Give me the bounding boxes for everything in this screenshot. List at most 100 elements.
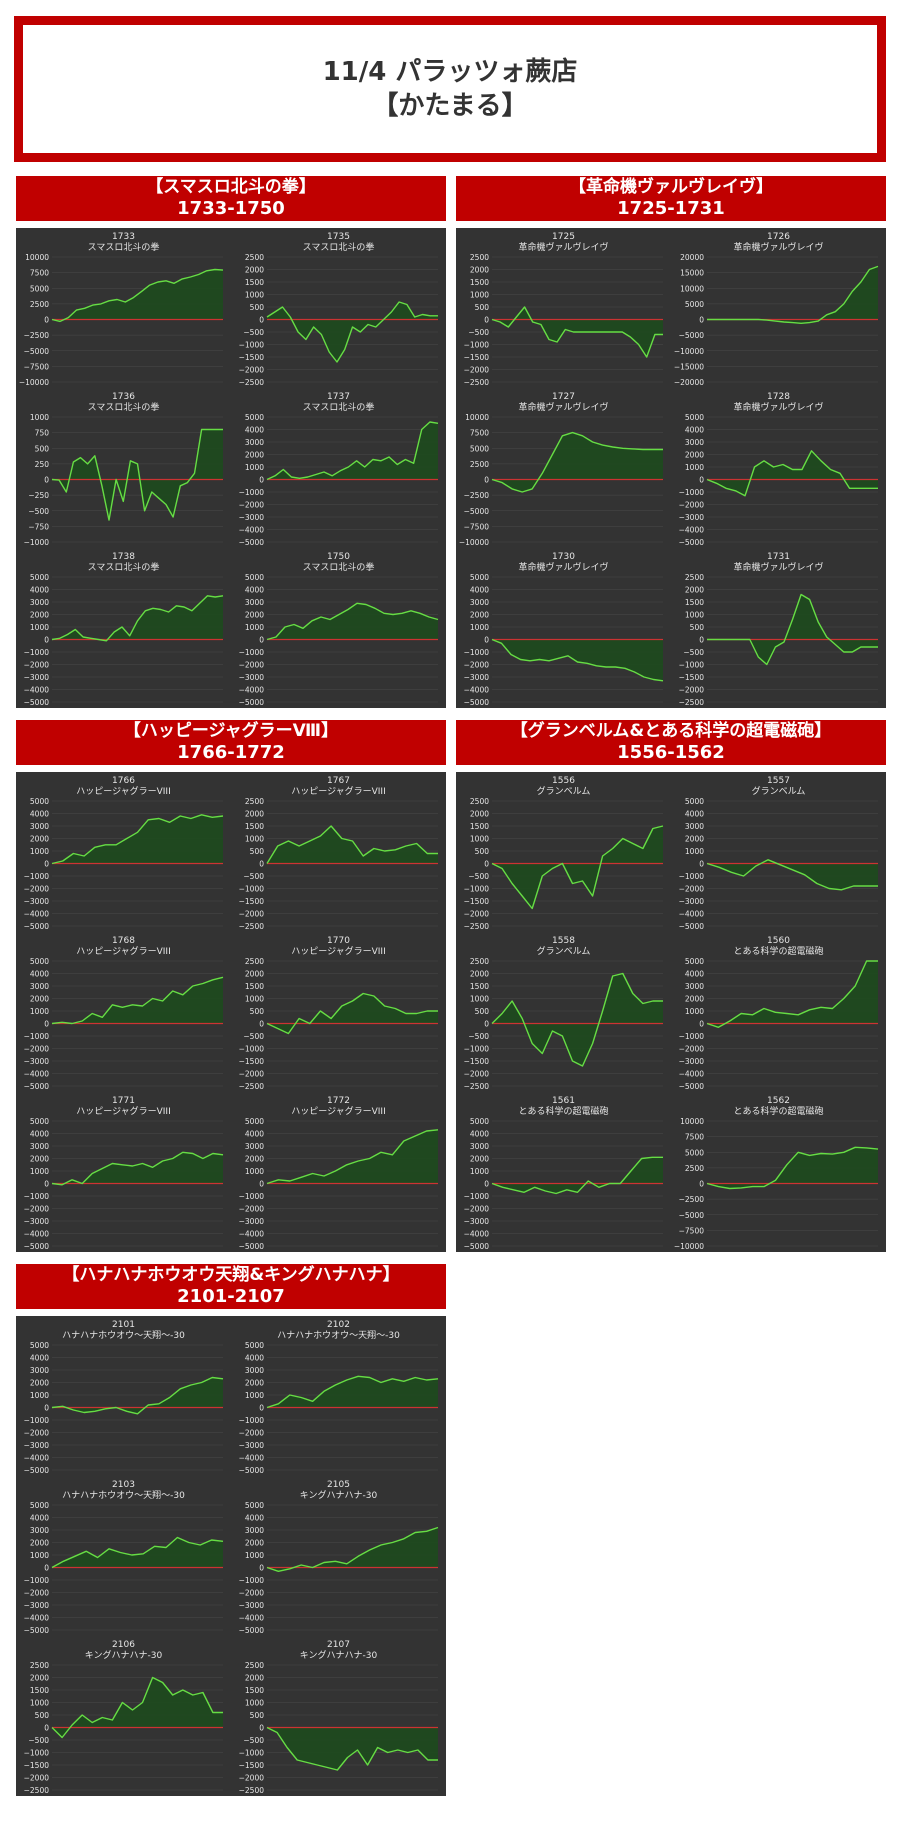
y-tick-label: 4000 [30,810,49,819]
section-3: 【グランベルム&とある科学の超電磁砲】 1556-1562 1556 グランベルム 25… [456,720,886,1252]
y-tick-label: −500 [468,872,489,881]
y-tick-label: 4000 [30,1130,49,1139]
y-tick-label: −2000 [464,661,490,670]
y-tick-label: 1000 [470,291,489,300]
chart-subtitle: キングハナハナ-30 [85,1649,163,1661]
y-tick-label: −2000 [24,1589,50,1598]
y-tick-label: 1000 [245,995,264,1004]
y-tick-label: 0 [44,1180,49,1189]
y-tick-label: −5000 [24,1082,50,1091]
y-tick-label: 1500 [245,278,264,287]
series-line [51,814,224,865]
area-fill [707,961,878,1028]
y-tick-label: −1000 [239,1045,265,1054]
y-tick-label: 0 [484,860,489,869]
series-line [51,428,223,521]
y-tick-label: 2000 [470,611,489,620]
area-fill [52,814,223,864]
area-fill [492,826,663,909]
y-tick-label: −2000 [239,1589,265,1598]
chart-subtitle: グランベルム [752,785,806,797]
chart-title: 1728 [767,392,790,402]
y-tick-label: −20000 [674,378,704,387]
chart-1726: 1726 革命機ヴァルヴレイヴ 20000 15000 10000 5000 0 −5000 −… [671,228,886,388]
area-fill [707,594,878,665]
y-tick-label: −2500 [679,698,705,707]
y-tick-label: −2000 [239,366,265,375]
y-tick-label: 0 [259,1180,264,1189]
y-tick-label: −1500 [239,1761,265,1770]
page-title: 11/4 パラッツォ蕨店 [322,57,578,87]
series-line [266,1526,439,1572]
y-tick-label: −2000 [239,1205,265,1214]
area-fill [267,1527,438,1572]
y-tick-label: 1000 [30,1699,49,1708]
y-tick-label: 4000 [685,810,704,819]
area-fill [52,1152,223,1185]
y-tick-label: −3000 [239,513,265,522]
y-tick-label: 4000 [245,586,264,595]
y-tick-label: 4000 [245,1130,264,1139]
chart-subtitle: キングハナハナ-30 [300,1489,378,1501]
y-tick-label: −1000 [239,1416,265,1425]
y-tick-label: 2000 [470,810,489,819]
y-tick-label: 2000 [470,970,489,979]
y-tick-label: 3000 [245,1526,264,1535]
y-tick-label: −500 [243,1032,264,1041]
section-4: 【ハナハナホウオウ天翔&キングハナハナ】 2101-2107 2101 ハナハナホウオ… [16,1264,446,1796]
y-tick-label: −500 [243,328,264,337]
area-fill [52,429,223,521]
y-tick-label: 0 [484,476,489,485]
y-tick-label: 500 [250,303,265,312]
y-tick-label: −1000 [24,1032,50,1041]
y-tick-label: 10000 [25,253,49,262]
chart-title: 1731 [767,552,790,562]
chart-subtitle: とある科学の超電磁砲 [733,945,823,957]
y-tick-label: 2000 [30,1539,49,1548]
chart-title: 1768 [112,936,135,946]
y-tick-label: −5000 [679,922,705,931]
chart-1735: 1735 スマスロ北斗の拳 2500 2000 1500 1000 500 0 −500 −100… [231,228,446,388]
section-0: 【スマスロ北斗の拳】 1733-1750 1733 スマスロ北斗の拳 10000 7500… [16,176,446,708]
chart-subtitle: 革命機ヴァルヴレイヴ [733,241,823,253]
y-tick-label: −2000 [679,686,705,695]
y-tick-label: −500 [28,507,49,516]
y-tick-label: 2500 [30,1661,49,1670]
chart-title: 1560 [767,936,790,946]
y-tick-label: 1000 [470,1167,489,1176]
y-tick-label: 2000 [685,995,704,1004]
y-tick-label: 1000 [685,1007,704,1016]
series-line [51,1676,223,1739]
chart-subtitle: ハナハナホウオウ～天翔～-30 [62,1329,185,1341]
y-tick-label: −1500 [239,353,265,362]
y-tick-label: −1500 [24,1761,50,1770]
area-fill [52,977,223,1024]
chart-subtitle: スマスロ北斗の拳 [303,561,375,573]
y-tick-label: −5000 [239,1466,265,1475]
y-tick-label: 500 [250,1007,265,1016]
y-tick-label: 2500 [245,957,264,966]
y-tick-label: −1500 [679,673,705,682]
y-tick-label: 0 [44,860,49,869]
y-tick-label: 2500 [30,300,49,309]
y-tick-label: −5000 [679,538,705,547]
y-tick-label: 3000 [30,1366,49,1375]
chart-title: 2107 [327,1640,350,1650]
chart-1731: 1731 革命機ヴァルヴレイヴ 2500 2000 1500 1000 500 0 −500 −1… [671,548,886,708]
y-tick-label: −3000 [679,513,705,522]
y-tick-label: 1000 [30,847,49,856]
area-fill [267,826,438,864]
chart-subtitle: 革命機ヴァルヴレイヴ [733,561,823,573]
y-tick-label: −1000 [24,1192,50,1201]
y-tick-label: −1000 [239,341,265,350]
y-tick-label: −2500 [464,491,490,500]
y-tick-label: −1000 [24,648,50,657]
y-tick-label: −1000 [24,1749,50,1758]
y-tick-label: 500 [35,444,50,453]
y-tick-label: 0 [259,1020,264,1029]
chart-2101: 2101 ハナハナホウオウ～天翔～-30 5000 4000 3000 2000 1000 0… [16,1316,231,1476]
chart-1766: 1766 ハッピージャグラーVIII 5000 4000 3000 2000 1000 0 −1… [16,772,231,932]
y-tick-label: −1500 [239,1057,265,1066]
